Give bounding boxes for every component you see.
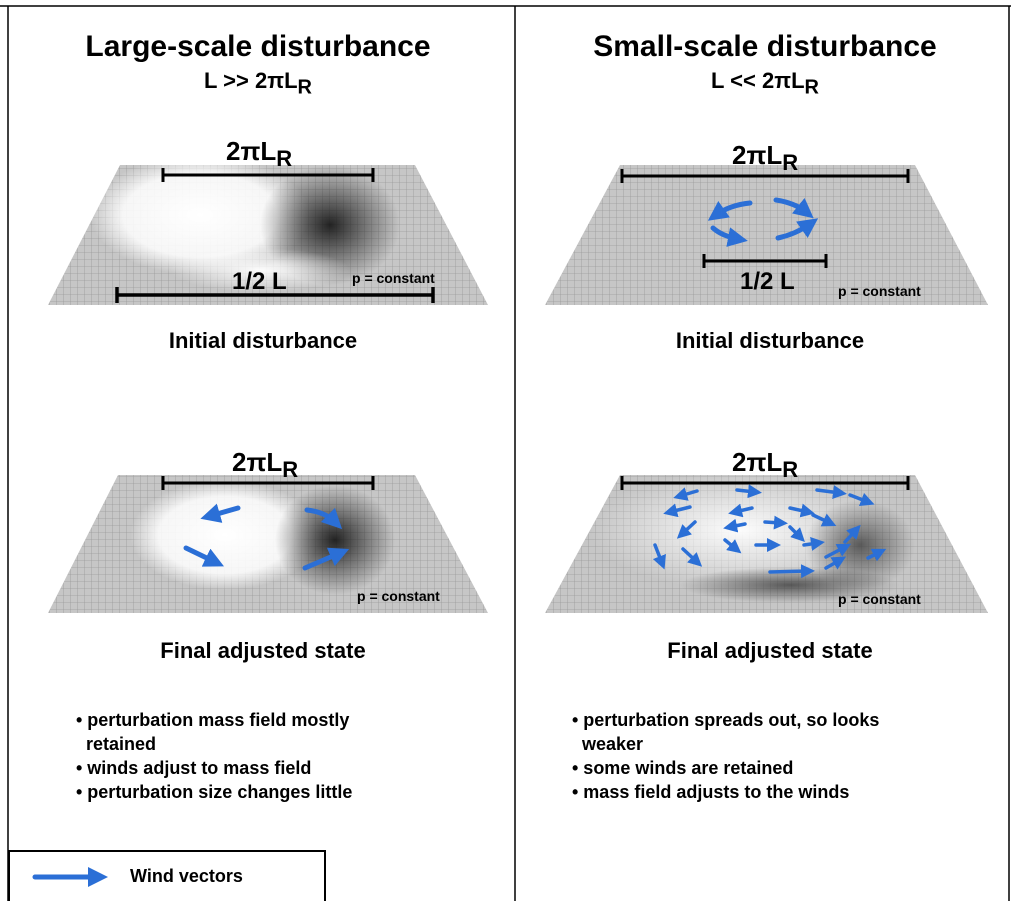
left-top-caption: Initial disturbance — [168, 328, 358, 353]
left-bottom-pressure-label: p = constant — [357, 588, 440, 604]
wind-arrow — [676, 520, 697, 539]
list-item: • mass field adjusts to the winds — [572, 782, 850, 802]
right-top-length-label: 1/2 L — [740, 268, 795, 295]
wind-arrow — [681, 547, 703, 567]
wind-arrow — [866, 548, 887, 562]
legend-label: Wind vectors — [130, 866, 243, 886]
wind-arrow — [673, 487, 699, 501]
wind-arrow — [768, 564, 815, 579]
right-bottom-caption: Final adjusted state — [667, 638, 873, 663]
wind-arrow — [775, 218, 819, 241]
wind-arrow — [824, 543, 852, 559]
wind-arrow — [802, 537, 825, 551]
right-bottom-scale-bar — [620, 476, 910, 490]
wind-arrow — [723, 518, 747, 533]
left-bottom-caption: Final adjusted state — [160, 638, 366, 663]
wind-arrow — [788, 525, 805, 542]
list-item: • winds adjust to mass field — [76, 758, 312, 778]
right-bottom-wind-arrows — [652, 484, 887, 579]
list-item: retained — [86, 734, 157, 754]
left-top-scale-bar — [161, 168, 375, 182]
wind-arrow — [183, 545, 225, 567]
legend-box: Wind vectors — [8, 850, 326, 901]
right-top-pressure-label: p = constant — [838, 283, 921, 299]
left-top-pressure-label: p = constant — [352, 270, 435, 286]
wind-arrow — [824, 556, 847, 570]
wind-arrow — [815, 485, 847, 500]
right-top-wind-arrows — [707, 197, 819, 247]
wind-arrow — [788, 503, 815, 518]
right-top-caption: Initial disturbance — [675, 328, 865, 353]
left-top-length-bar — [115, 287, 435, 303]
right-top-length-bar — [702, 254, 828, 268]
wind-arrow — [652, 543, 666, 570]
left-top-scale-label: 2πLR — [226, 136, 293, 172]
wind-arrow — [710, 225, 748, 247]
left-bullet-list: • perturbation mass field mostly retaine… — [76, 708, 352, 804]
list-item: • some winds are retained — [572, 758, 794, 778]
wind-arrow — [304, 507, 343, 530]
wind-arrow — [848, 492, 875, 506]
left-bottom-scale-label: 2πLR — [232, 447, 299, 483]
wind-arrow — [663, 503, 692, 518]
list-item: • perturbation mass field mostly — [76, 710, 350, 730]
right-top-scale-label: 2πLR — [732, 140, 799, 176]
wind-arrow — [735, 484, 762, 499]
left-bottom-wind-arrows — [183, 503, 350, 571]
right-bottom-surface — [545, 470, 988, 613]
wind-arrow — [707, 200, 753, 221]
right-title: Small-scale disturbance — [593, 30, 937, 63]
right-top-scale-bar — [620, 169, 910, 183]
list-item: • perturbation size changes little — [76, 782, 353, 802]
left-top-length-label: 1/2 L — [232, 268, 287, 295]
right-bottom-pressure-label: p = constant — [838, 591, 921, 607]
wind-arrow — [723, 538, 742, 554]
wind-arrow — [302, 547, 350, 571]
list-item: • perturbation spreads out, so looks — [572, 710, 880, 730]
wind-arrow — [763, 515, 788, 530]
wind-arrow — [200, 503, 241, 523]
list-item: weaker — [582, 734, 644, 754]
right-top-surface — [545, 165, 988, 305]
left-subtitle: L >> 2πLR — [204, 68, 312, 99]
right-bullet-list: • perturbation spreads out, so looks wea… — [572, 708, 879, 804]
left-bottom-scale-bar — [161, 476, 375, 490]
wind-arrow — [728, 503, 754, 518]
wind-arrow — [811, 513, 837, 527]
left-top-surface — [48, 155, 488, 305]
right-bottom-scale-label: 2πLR — [732, 447, 799, 483]
wind-arrow — [773, 197, 814, 219]
left-title: Large-scale disturbance — [85, 30, 431, 63]
right-subtitle: L << 2πLR — [711, 68, 819, 99]
wind-arrow — [843, 524, 861, 544]
